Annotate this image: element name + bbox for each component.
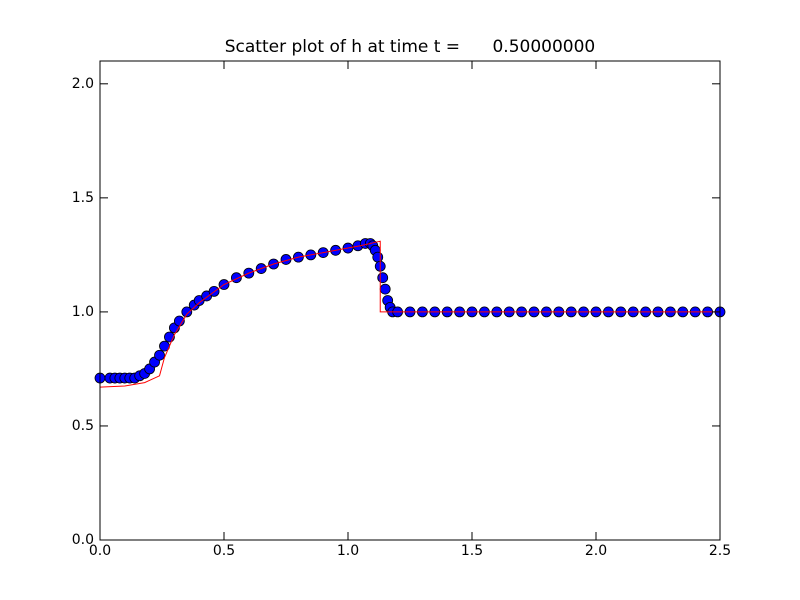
- y-tick-label: 1.0: [72, 304, 94, 320]
- scatter-point: [377, 272, 389, 284]
- chart-title: Scatter plot of h at time t = 0.50000000: [225, 37, 595, 57]
- scatter-point: [181, 306, 193, 318]
- scatter-point: [379, 283, 391, 295]
- y-tick-label: 0.0: [72, 532, 94, 548]
- x-tick-label: 1.0: [337, 543, 359, 559]
- x-tick-label: 0.5: [213, 543, 235, 559]
- line: [99, 240, 720, 388]
- y-tick-label: 1.5: [72, 190, 94, 206]
- x-tick-label: 0.0: [89, 543, 111, 559]
- y-tick-label: 2.0: [72, 76, 94, 92]
- y-tick-label: 0.5: [72, 418, 94, 434]
- x-tick-label: 2.0: [585, 543, 607, 559]
- x-tick-label: 2.5: [709, 543, 731, 559]
- scatter-point: [372, 251, 384, 263]
- plot-frame: [99, 60, 721, 541]
- x-tick-label: 1.5: [461, 543, 483, 559]
- scatter-point: [154, 349, 165, 361]
